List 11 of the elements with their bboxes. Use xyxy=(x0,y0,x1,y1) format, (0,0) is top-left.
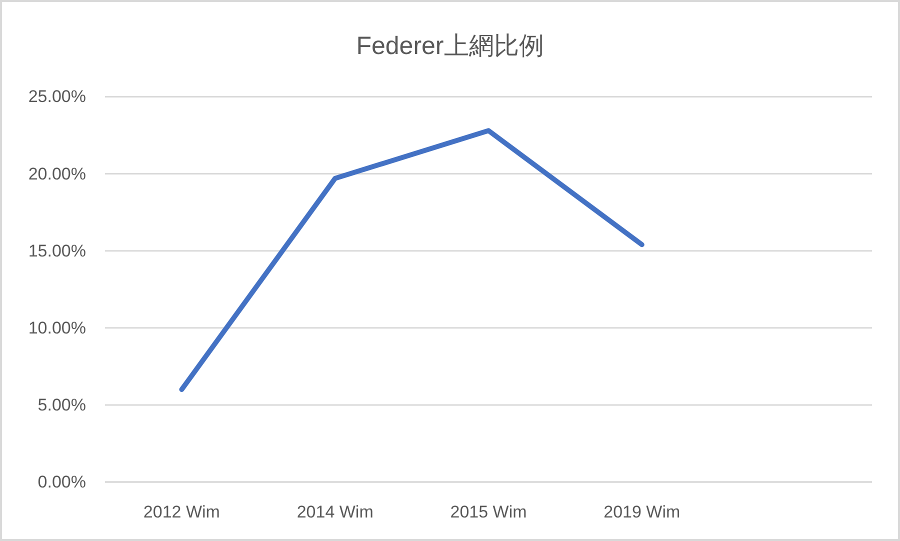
x-tick-label: 2019 Wim xyxy=(604,502,680,522)
y-tick-label: 25.00% xyxy=(28,87,86,106)
title: Federer上網比例 xyxy=(356,32,544,60)
y-tick-label: 10.00% xyxy=(28,318,86,338)
y-tick-label: 5.00% xyxy=(38,395,86,414)
x-tick-label: 2015 Wim xyxy=(450,502,527,522)
x-tick-label: 2012 Wim xyxy=(143,502,220,522)
y-tick-label: 15.00% xyxy=(28,241,86,260)
x-tick-label: 2014 Wim xyxy=(296,502,374,522)
y-tick-label: 20.00% xyxy=(28,164,86,184)
y-tick-label: 0.00% xyxy=(38,472,86,492)
